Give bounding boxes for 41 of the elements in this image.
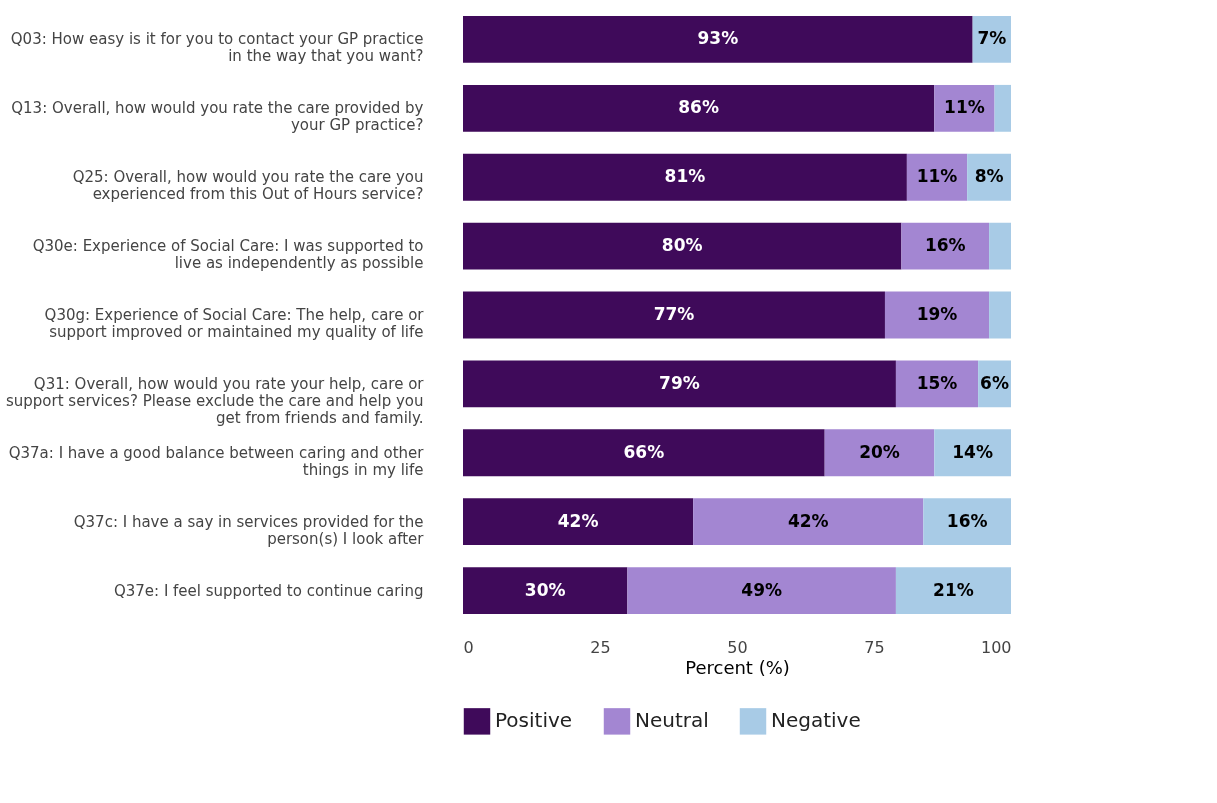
y-tick-label: Q25: Overall, how would you rate the care you experienced from this Out of Hours service? <box>72 168 424 204</box>
legend-label: Positive <box>495 708 573 733</box>
x-axis-title: Percent (%) <box>685 656 790 678</box>
data-label: 30% <box>524 579 566 600</box>
data-label: 11% <box>944 97 985 118</box>
y-tick-label: Q03: How easy is it for you to contact your GP practice in the way that you want? <box>10 30 424 66</box>
y-tick-label: Q37c: I have a say in services provided for the person(s) I look after <box>73 512 425 548</box>
data-label: 93% <box>697 28 739 49</box>
data-label: 81% <box>664 166 706 187</box>
data-label: 20% <box>859 441 900 462</box>
y-tick-label: Q37e: I feel supported to continue caring <box>113 581 424 600</box>
data-label: 86% <box>678 97 719 118</box>
y-tick-label: Q30e: Experience of Social Care: I was supported to live as independently as possible <box>32 237 424 273</box>
data-label: 15% <box>916 372 958 393</box>
data-label: 19% <box>916 304 958 324</box>
data-label: 7% <box>977 28 1007 49</box>
data-label: 79% <box>659 372 700 393</box>
data-label: 21% <box>933 579 974 600</box>
data-label: 16% <box>924 235 966 256</box>
data-label: 6% <box>980 372 1009 393</box>
legend-label: Negative <box>771 708 861 733</box>
data-label: 77% <box>653 304 695 324</box>
data-label: 16% <box>946 510 988 531</box>
y-tick-label: Q37a: I have a good balance between caring and other things in my life <box>8 443 425 479</box>
x-tick-label: 75 <box>864 637 885 657</box>
y-tick-label: Q31: Overall, how would you rate your help, care or support services? Please exclude the care and help you get from friends and family. <box>6 374 425 427</box>
data-label: 42% <box>787 510 829 531</box>
data-label: 49% <box>741 579 783 600</box>
data-label: 11% <box>916 166 958 187</box>
x-tick-label: 50 <box>727 637 748 657</box>
data-label: 66% <box>623 441 665 462</box>
data-label: 80% <box>661 235 703 256</box>
data-label: 8% <box>974 166 1004 187</box>
x-tick-label: 100 <box>980 637 1012 657</box>
data-label: 42% <box>557 510 599 531</box>
y-tick-label: Q30g: Experience of Social Care: The help, care or support improved or maintained my quality of life <box>44 306 425 341</box>
x-tick-label: 25 <box>590 637 611 657</box>
legend-label: Neutral <box>635 708 709 733</box>
x-tick-label: 0 <box>463 637 474 657</box>
data-label: 14% <box>952 441 993 462</box>
y-tick-label: Q13: Overall, how would you rate the care provided by your GP practice? <box>11 99 424 135</box>
